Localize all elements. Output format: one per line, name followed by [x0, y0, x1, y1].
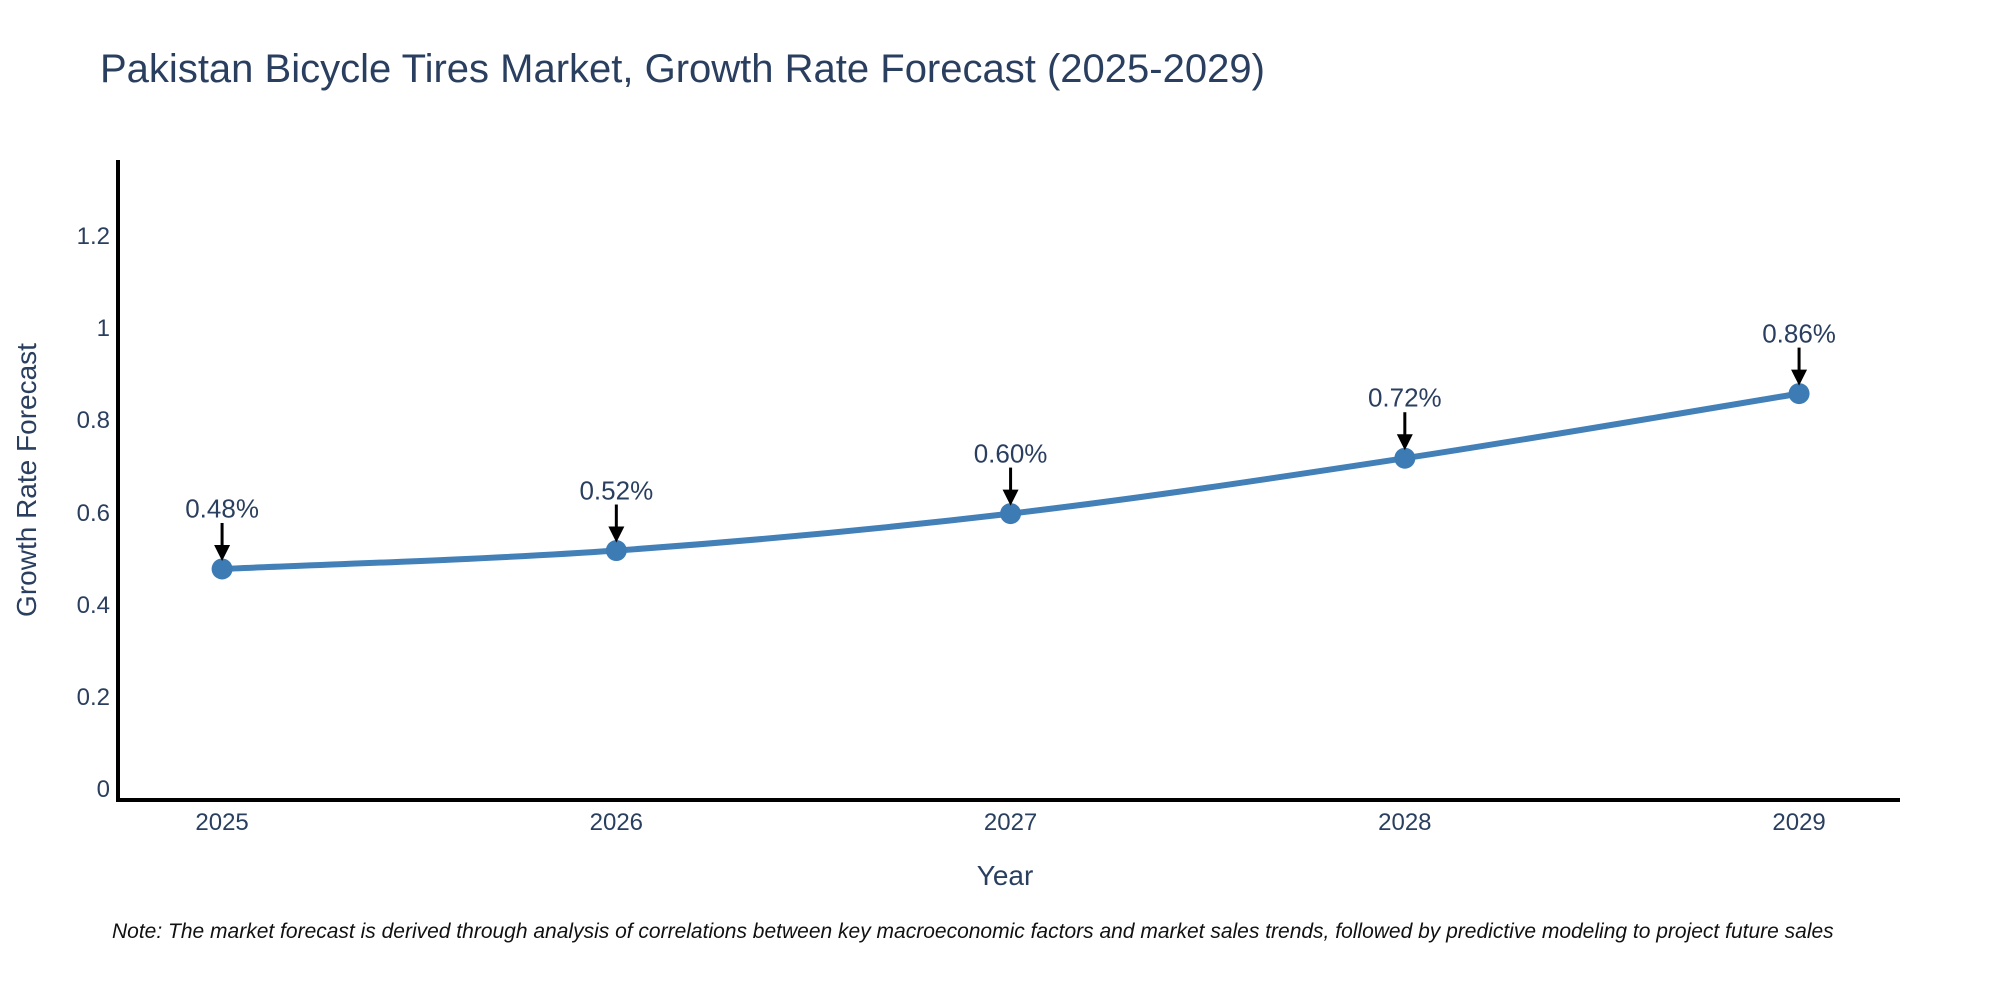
- x-tick-label-2028: 2028: [1378, 809, 1432, 836]
- data-point-marker: [605, 540, 627, 562]
- point-annotation-2028: 0.72%: [1367, 382, 1442, 413]
- axis-lines: [116, 160, 1900, 802]
- annotation-arrowhead: [1002, 489, 1019, 506]
- data-point-marker: [1394, 447, 1416, 469]
- annotation-arrowhead: [1396, 434, 1413, 451]
- x-tick-label-2029: 2029: [1772, 809, 1826, 836]
- x-tick-label-2025: 2025: [195, 809, 249, 836]
- y-tick-label-1: 1: [96, 314, 110, 342]
- annotation-arrowhead: [214, 544, 231, 561]
- data-point-marker: [211, 558, 233, 580]
- x-tick-label-2027: 2027: [983, 809, 1038, 836]
- data-point-marker: [1000, 503, 1022, 525]
- y-tick-label-0.8: 0.8: [76, 407, 110, 435]
- x-tick-label-2026: 2026: [589, 809, 644, 836]
- footnote: Note: The market forecast is derived thr…: [112, 920, 1834, 943]
- point-annotation-2026: 0.52%: [579, 475, 654, 506]
- y-tick-label-1.2: 1.2: [76, 222, 110, 250]
- point-annotation-2029: 0.86%: [1762, 318, 1836, 349]
- x-axis-title: Year: [976, 860, 1034, 891]
- data-point-marker: [1788, 383, 1810, 405]
- annotation-arrowhead: [608, 526, 625, 543]
- y-axis-title: Growth Rate Forecast: [11, 343, 42, 617]
- y-tick-label-0.2: 0.2: [76, 684, 110, 712]
- point-annotation-2027: 0.60%: [973, 438, 1048, 469]
- annotation-arrowhead: [1791, 369, 1808, 386]
- y-tick-label-0.4: 0.4: [76, 591, 110, 619]
- y-tick-label-0.6: 0.6: [76, 499, 110, 527]
- point-annotation-2025: 0.48%: [185, 493, 259, 524]
- y-tick-label-0: 0: [96, 776, 110, 804]
- chart-title: Pakistan Bicycle Tires Market, Growth Ra…: [100, 47, 1265, 91]
